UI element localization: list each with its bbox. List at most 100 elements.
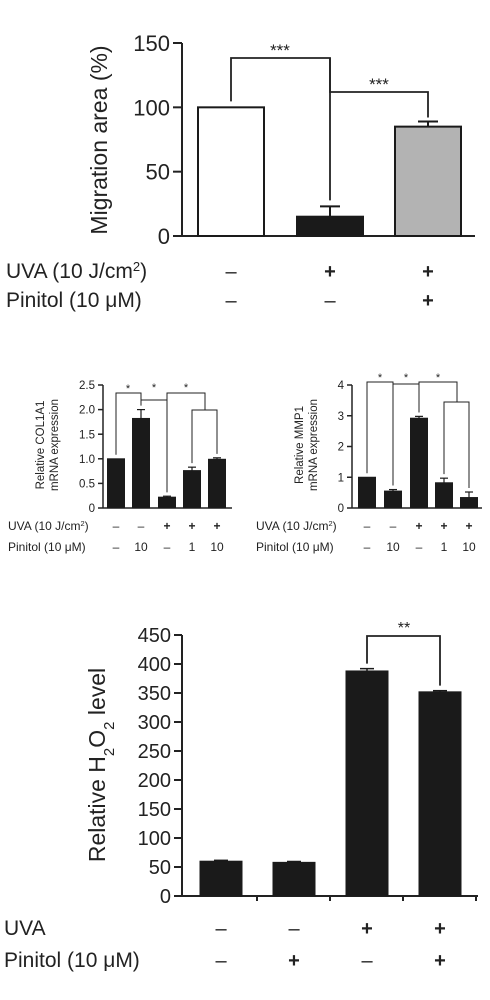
significance-label: ***	[270, 41, 290, 60]
significance-bracket	[366, 635, 441, 686]
chart-3: 0 50 100 150 200 250 300 350 400 450 Relative H2O2…	[84, 620, 478, 972]
chart-1: 0 0.5 1.0 1.5 2.0 2.5 Relative COL1A1 mRNA expr…	[35, 380, 232, 554]
condition-value: –	[324, 290, 336, 312]
condition-value: –	[416, 540, 423, 554]
y-tick-label: 4	[338, 380, 345, 392]
condition-label: Pinitol (10 μM)	[4, 949, 140, 972]
y-tick-label: 200	[138, 770, 171, 792]
y-tick-label: 0.5	[79, 479, 95, 491]
condition-value: 10	[134, 540, 148, 554]
condition-value: –	[225, 261, 237, 283]
condition-value: +	[324, 261, 336, 283]
bar-4	[208, 458, 226, 509]
y-tick-label: 150	[138, 799, 171, 821]
significance-bracket	[366, 381, 394, 486]
y-tick-label: 300	[138, 712, 171, 734]
significance-label: *	[152, 382, 157, 394]
condition-label: Pinitol (10 μM)	[6, 289, 142, 312]
bar-3	[435, 482, 453, 509]
condition-value: –	[288, 918, 300, 940]
condition-value: +	[422, 290, 434, 312]
condition-value: +	[415, 519, 422, 533]
y-tick-label: 250	[138, 741, 171, 763]
condition-label: UVA (10 J/cm2)	[6, 259, 147, 284]
condition-value: –	[390, 519, 397, 533]
bar-1	[272, 861, 316, 897]
condition-value: –	[113, 540, 120, 554]
y-tick-label: 1	[338, 472, 344, 484]
y-tick-label: 100	[133, 95, 170, 120]
bar-2	[394, 125, 462, 237]
y-axis-label: Relative H2O2 level	[84, 668, 118, 862]
y-tick-label: 400	[138, 654, 171, 676]
bar-0	[358, 476, 376, 509]
significance-bracket	[166, 392, 218, 493]
condition-value: 10	[462, 540, 476, 554]
condition-value: –	[113, 519, 120, 533]
y-tick-label: 2.0	[79, 405, 95, 417]
y-tick-label: 2.5	[79, 380, 95, 392]
condition-value: –	[215, 950, 227, 972]
chart-0: 0 50 100 150 Migration area (%) – + + – – + *** ***	[86, 31, 475, 312]
chart-2: 0 1 2 3 4 Relative MMP1 mRNA expression – – + + + – 1…	[294, 372, 482, 554]
condition-value: +	[213, 519, 220, 533]
condition-value: +	[163, 519, 170, 533]
condition-label: UVA (10 J/cm2)	[256, 519, 337, 534]
y-tick-label: 2	[338, 442, 344, 454]
bar-3	[418, 691, 462, 897]
condition-value: +	[434, 950, 446, 972]
condition-value: +	[434, 918, 446, 940]
condition-value: –	[364, 540, 371, 554]
y-tick-label: 0	[160, 886, 171, 908]
bar-0	[199, 860, 243, 897]
condition-value: +	[188, 519, 195, 533]
y-axis-label: Relative MMP1	[294, 406, 306, 484]
y-axis-label: mRNA expression	[49, 399, 61, 491]
condition-value: –	[361, 950, 373, 972]
condition-value: +	[361, 918, 373, 940]
bar-1	[384, 490, 402, 509]
significance-bracket	[329, 58, 429, 118]
bar-1	[132, 417, 150, 509]
condition-value: +	[440, 519, 447, 533]
bar-2	[410, 417, 428, 509]
y-tick-label: 350	[138, 683, 171, 705]
significance-label: *	[184, 382, 189, 394]
condition-label: Pinitol (10 μM)	[8, 540, 86, 554]
bar-3	[183, 470, 201, 509]
bar-4	[460, 497, 478, 509]
condition-value: 10	[210, 540, 224, 554]
condition-value: +	[465, 519, 472, 533]
significance-label: **	[398, 620, 410, 637]
y-tick-label: 0	[158, 224, 170, 249]
condition-value: –	[225, 290, 237, 312]
condition-value: –	[164, 540, 171, 554]
y-tick-label: 0	[89, 503, 95, 515]
y-axis-label: Migration area (%)	[86, 45, 112, 234]
significance-bracket	[392, 382, 420, 413]
condition-value: –	[138, 519, 145, 533]
condition-value: +	[422, 261, 434, 283]
condition-value: –	[364, 519, 371, 533]
y-axis-label: Relative COL1A1	[35, 401, 47, 490]
bar-2	[345, 670, 389, 897]
significance-label: *	[436, 372, 441, 384]
y-tick-label: 100	[138, 828, 171, 850]
condition-label: UVA	[4, 917, 46, 940]
y-tick-label: 1.0	[79, 454, 95, 466]
significance-label: *	[378, 372, 383, 384]
significance-bracket	[230, 57, 331, 201]
bar-1	[296, 215, 364, 237]
y-tick-label: 450	[138, 625, 171, 647]
condition-label: Pinitol (10 μM)	[256, 540, 334, 554]
y-tick-label: 150	[133, 31, 170, 56]
significance-label: *	[126, 383, 131, 395]
significance-label: ***	[369, 75, 389, 94]
y-tick-label: 50	[149, 857, 171, 879]
significance-label: *	[404, 372, 409, 384]
y-tick-label: 0	[338, 503, 344, 515]
condition-value: +	[288, 950, 300, 972]
bar-2	[158, 496, 176, 509]
condition-label: UVA (10 J/cm2)	[8, 519, 89, 534]
